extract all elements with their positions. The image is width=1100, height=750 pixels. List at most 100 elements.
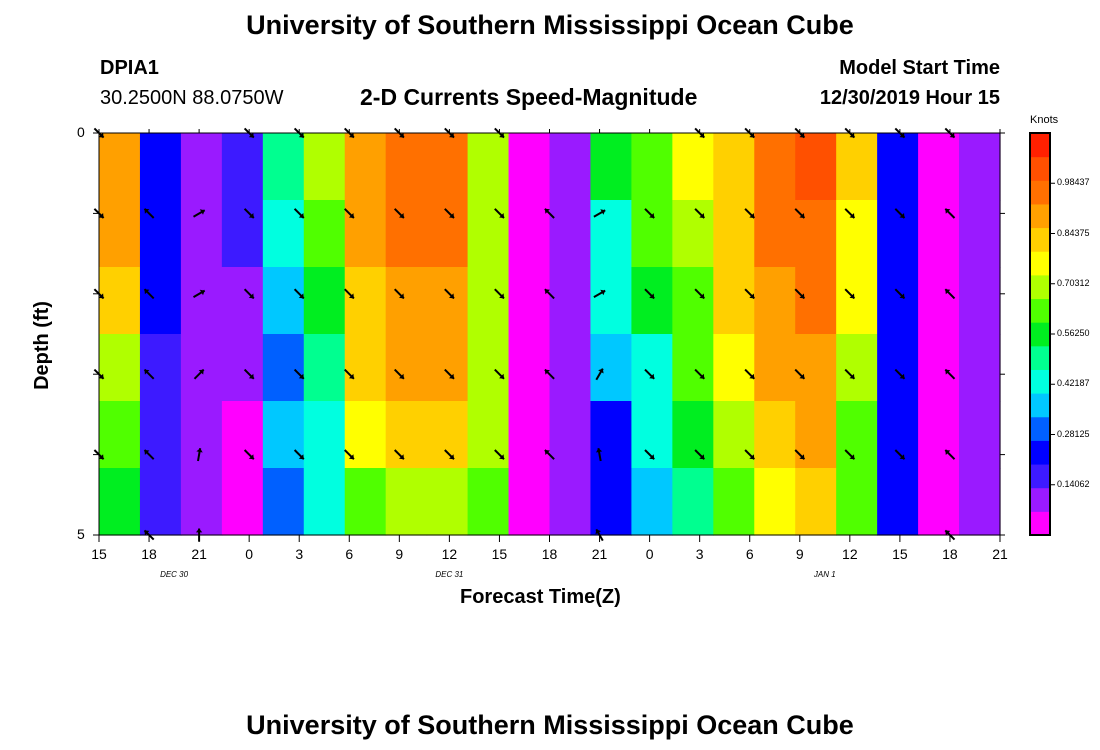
heat-cell: [672, 334, 714, 402]
vector-head: [544, 369, 550, 375]
vector-head: [699, 373, 705, 379]
current-vector: [694, 368, 706, 380]
colorbar-segment: [1030, 440, 1050, 465]
heat-cell: [836, 468, 878, 536]
vector-head: [799, 454, 805, 460]
current-vector: [593, 209, 606, 218]
vector-head: [298, 454, 304, 460]
heat-cell: [590, 200, 632, 268]
current-vector: [694, 449, 706, 460]
current-vector: [744, 368, 756, 380]
current-vector: [444, 449, 455, 460]
model-start-label: Model Start Time: [839, 57, 1000, 79]
current-vector: [644, 368, 655, 380]
heat-cell: [918, 133, 960, 201]
heat-cell: [631, 133, 673, 201]
vector-head: [649, 454, 655, 460]
heat-cell: [303, 468, 346, 536]
current-vector: [595, 368, 604, 381]
heat-cell: [221, 401, 264, 469]
vector-head: [449, 293, 454, 299]
current-vector: [193, 368, 205, 380]
x-tick-label: 0: [645, 546, 654, 562]
vector-head: [449, 213, 454, 218]
colorbar-segment: [1030, 345, 1050, 370]
heat-cell: [385, 468, 428, 536]
heat-cell: [303, 334, 346, 402]
heat-cell: [795, 334, 837, 402]
heat-cell: [754, 334, 796, 402]
heat-cell: [549, 401, 592, 469]
vector-head: [849, 373, 855, 379]
current-vector: [894, 368, 906, 380]
heat-cell: [590, 334, 632, 402]
vector-head: [899, 293, 905, 299]
current-vector: [243, 368, 255, 380]
current-vector: [844, 449, 856, 460]
x-tick-label: 9: [395, 546, 404, 562]
current-vector: [393, 449, 405, 460]
vector-head: [499, 213, 504, 218]
heat-cell: [385, 200, 428, 268]
heat-cell: [303, 133, 346, 201]
heat-cell: [590, 468, 632, 536]
colorbar-segment: [1030, 464, 1050, 489]
vector-head: [849, 293, 855, 299]
current-vector: [644, 449, 655, 460]
x-tick-label: 21: [591, 546, 608, 562]
heat-cell: [99, 200, 141, 268]
heat-cell: [467, 267, 510, 335]
current-vector: [894, 449, 906, 460]
colorbar-label: 0.28125: [1057, 428, 1090, 439]
heat-cell: [918, 334, 960, 402]
heat-cell: [262, 334, 305, 402]
vector-head: [196, 448, 203, 453]
heat-cell: [180, 133, 223, 201]
current-vector: [544, 208, 555, 219]
x-tick-label: 15: [892, 546, 908, 562]
vector-head: [649, 293, 655, 299]
heat-cell: [99, 468, 141, 536]
heat-cell: [549, 334, 592, 402]
vector-head: [849, 132, 855, 138]
heat-cell: [631, 468, 673, 536]
colorbar-label: 0.70312: [1057, 277, 1090, 288]
x-tick-label: 12: [842, 546, 858, 562]
colorbar-segment: [1030, 156, 1050, 181]
current-vector: [192, 289, 206, 298]
vector-head: [348, 293, 354, 299]
heat-cell: [344, 200, 387, 268]
heat-cell: [139, 468, 182, 536]
heat-cell: [631, 334, 673, 402]
x-tick-label: 3: [295, 546, 304, 562]
vector-head: [348, 132, 354, 138]
heat-cell: [508, 133, 551, 201]
vector-head: [749, 373, 755, 379]
current-vector: [393, 368, 405, 380]
heat-cell: [426, 468, 469, 536]
vector-head: [899, 373, 905, 379]
date-label: DEC 31: [435, 570, 464, 579]
vector-head: [899, 213, 905, 218]
heat-cell: [590, 401, 632, 469]
heat-cell: [180, 267, 223, 335]
y-axis-ticks: [93, 132, 1005, 536]
colorbar-segment: [1030, 251, 1050, 276]
heat-cell: [139, 334, 182, 402]
heat-cell: [672, 401, 714, 469]
x-tick-label: 18: [141, 546, 157, 562]
heat-cell: [467, 334, 510, 402]
vector-head: [749, 213, 755, 218]
current-vector: [894, 208, 906, 219]
vector-head: [499, 132, 504, 138]
heat-cell: [877, 267, 919, 335]
date-label: DEC 30: [160, 570, 189, 579]
current-vector: [644, 288, 655, 300]
heat-cell: [795, 200, 837, 268]
heat-cell: [508, 401, 551, 469]
vector-head: [248, 132, 254, 138]
vector-head: [945, 369, 951, 375]
vector-head: [144, 450, 150, 455]
x-tick-label: 9: [795, 546, 804, 562]
heat-cell: [754, 401, 796, 469]
